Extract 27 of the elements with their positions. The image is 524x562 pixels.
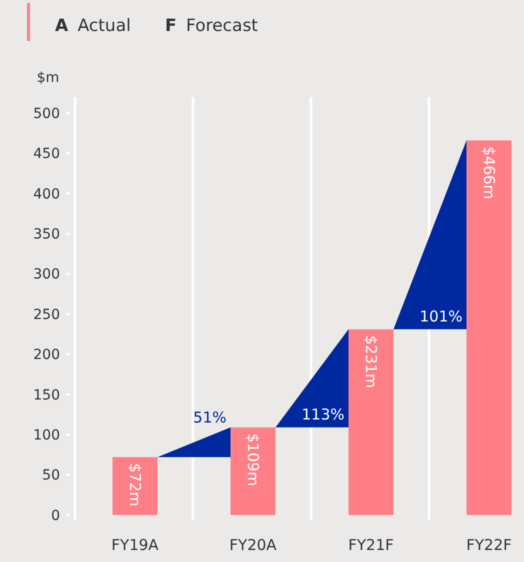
annotation: 51% [193, 408, 226, 426]
data-label: $109m [244, 433, 262, 486]
y-tick-label: 350 [33, 226, 60, 243]
x-tick-label: FY20A [229, 536, 278, 554]
y-tick-label: 450 [33, 146, 60, 162]
x-tick-label: FY21F [348, 536, 394, 554]
text: A Actual [55, 16, 131, 36]
y-axis-title: $m [36, 70, 60, 86]
y-tick-label: 250 [33, 306, 60, 323]
data-label: $72m [126, 463, 144, 506]
y-tick-label: 200 [33, 347, 60, 364]
y-tick-label: 500 [33, 106, 60, 122]
y-tick-label: 150 [33, 387, 60, 404]
x-tick-label: FY19A [111, 536, 160, 554]
text: F Forecast [165, 16, 258, 36]
y-tick-label: 300 [33, 266, 60, 283]
x-tick-label: FY22F [466, 536, 512, 554]
bar [112, 457, 158, 515]
y-tick-label: 100 [33, 428, 60, 444]
y-tick-label: 0 [51, 508, 60, 524]
y-tick-label: 50 [42, 468, 60, 484]
bar [230, 427, 276, 515]
data-label: $466m [480, 146, 498, 200]
annotation: 101% [420, 307, 462, 326]
data-label: $231m [362, 335, 380, 388]
annotation: 113% [302, 405, 344, 424]
y-tick-label: 400 [33, 186, 60, 202]
